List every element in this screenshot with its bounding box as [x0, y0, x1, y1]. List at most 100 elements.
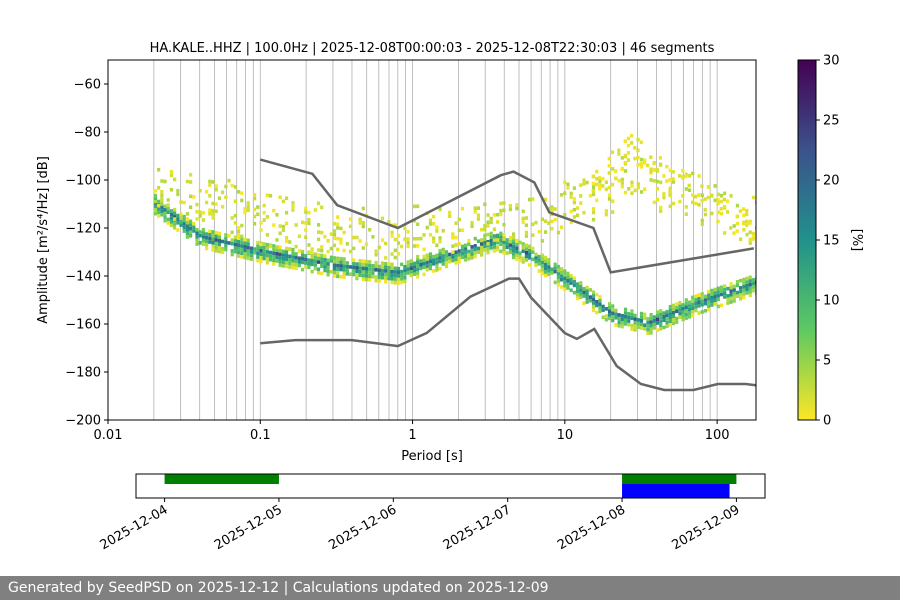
density-cell — [492, 234, 497, 238]
density-cell — [224, 247, 228, 252]
density-cell — [502, 208, 506, 213]
density-cell — [352, 235, 356, 240]
density-cell — [572, 207, 576, 212]
density-cell — [607, 302, 612, 306]
density-cell — [435, 264, 439, 269]
density-cell — [556, 268, 560, 273]
density-cell — [329, 232, 333, 236]
density-cell — [435, 243, 439, 248]
density-cell — [691, 200, 695, 205]
colorbar-tick-label: 30 — [823, 54, 840, 69]
density-cell — [588, 298, 592, 303]
density-cell — [406, 230, 410, 234]
density-cell — [732, 284, 736, 289]
density-cell — [735, 279, 740, 284]
density-cell — [240, 255, 244, 259]
density-cell — [153, 193, 158, 198]
density-cell — [173, 215, 177, 219]
density-cell — [451, 232, 455, 236]
density-cell — [339, 260, 343, 265]
density-cell — [639, 326, 644, 330]
series-nlnm — [260, 277, 756, 392]
density-cell — [169, 187, 174, 192]
density-cell — [598, 309, 602, 314]
density-cell — [288, 265, 292, 269]
density-cell — [236, 190, 241, 194]
density-cell — [515, 249, 519, 254]
density-cell — [601, 184, 605, 188]
density-cell — [284, 261, 289, 265]
density-cell — [173, 222, 177, 226]
density-cell — [326, 272, 330, 277]
density-cell — [211, 233, 215, 238]
density-cell — [323, 268, 327, 273]
density-cell — [665, 179, 669, 183]
density-cell — [198, 214, 202, 218]
density-cell — [230, 183, 234, 188]
density-cell — [163, 215, 167, 219]
density-cell — [316, 267, 321, 272]
density-cell — [374, 249, 378, 253]
density-cell — [281, 249, 285, 254]
density-cell — [208, 179, 212, 184]
density-cell — [623, 314, 628, 319]
density-cell — [607, 156, 611, 161]
density-cell — [198, 233, 202, 238]
density-cell — [691, 313, 695, 318]
density-cell — [550, 208, 554, 213]
density-cell — [543, 266, 548, 271]
density-cell — [681, 306, 685, 311]
density-cell — [217, 196, 221, 201]
density-cell — [643, 327, 647, 331]
density-cell — [400, 276, 404, 281]
density-cell — [227, 178, 231, 183]
density-cell — [422, 258, 426, 262]
density-cell — [502, 201, 506, 205]
density-cell — [246, 208, 250, 213]
density-cell — [157, 214, 161, 218]
density-cell — [630, 327, 634, 331]
density-cell — [361, 221, 365, 225]
density-cell — [259, 242, 263, 247]
density-cell — [176, 188, 180, 193]
density-cell — [710, 292, 714, 297]
density-cell — [585, 285, 589, 290]
density-cell — [575, 213, 580, 218]
density-cell — [313, 263, 317, 267]
density-cell — [732, 295, 736, 300]
density-cell — [406, 271, 410, 275]
density-cell — [192, 195, 196, 199]
density-cell — [281, 264, 285, 268]
density-cell — [214, 241, 218, 246]
density-cell — [668, 323, 672, 327]
density-cell — [569, 277, 573, 282]
density-cell — [735, 229, 739, 233]
density-cell — [329, 255, 333, 260]
density-cell — [671, 310, 676, 315]
density-cell — [416, 204, 420, 209]
density-cell — [160, 193, 164, 198]
density-cell — [537, 258, 541, 263]
density-cell — [476, 213, 481, 218]
density-cell — [205, 200, 209, 205]
density-cell — [316, 253, 321, 257]
density-cell — [464, 250, 468, 255]
density-cell — [182, 225, 186, 230]
density-cell — [428, 232, 433, 237]
density-cell — [716, 297, 720, 301]
density-cell — [332, 236, 337, 241]
density-cell — [205, 189, 209, 194]
density-cell — [655, 321, 660, 325]
density-cell — [470, 245, 474, 249]
density-cell — [371, 274, 375, 279]
density-cell — [591, 217, 596, 222]
y-tick-label: −160 — [65, 318, 101, 333]
density-cell — [377, 275, 381, 280]
density-cell — [531, 222, 535, 227]
density-cell — [591, 294, 596, 298]
y-tick-label: −80 — [74, 126, 101, 141]
x-tick-label: 10 — [557, 428, 574, 443]
density-cells — [153, 133, 756, 336]
density-cell — [499, 235, 503, 239]
density-cell — [470, 224, 474, 229]
